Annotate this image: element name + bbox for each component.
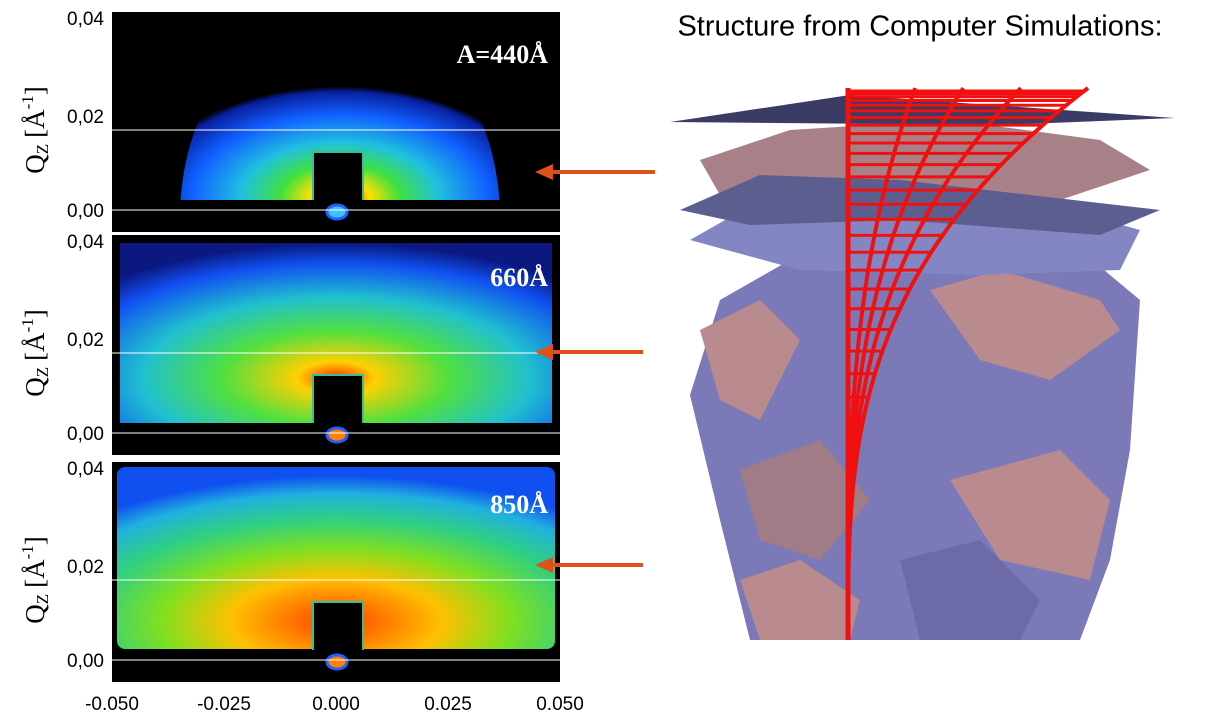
figure: Structure from Computer Simulations: A=4… [0, 0, 1208, 719]
label-part: ] [20, 86, 50, 95]
panel: 660Å 0,04 0,02 0,00 QZ [Å-1] [18, 232, 560, 455]
label-part: -1 [18, 95, 37, 109]
label-part: Z [33, 594, 52, 604]
x-tick-label: 0.000 [312, 694, 360, 715]
panels: A=440Å0,040,020,00QZ[Å-1]660Å0,040,020,0… [18, 9, 584, 715]
beam-spot [327, 205, 347, 219]
y-tick-label: 0,02 [67, 557, 104, 578]
y-tick-label: 0,04 [67, 9, 104, 30]
x-tick-label: 0.050 [536, 694, 584, 715]
y-tick-label: 0,02 [67, 107, 104, 128]
y-axis-label: QZ [Å-1] [18, 86, 52, 174]
beamstop [313, 152, 363, 207]
y-tick-label: 0,00 [67, 651, 104, 672]
y-tick-label: 0,00 [67, 201, 104, 222]
y-tick-label: 0,00 [67, 424, 104, 445]
label-part: ] [20, 309, 50, 318]
panel-annotation: 660Å [490, 263, 548, 292]
y-axis-label: QZ [Å-1] [18, 309, 52, 397]
y-tick-label: 0,04 [67, 232, 104, 253]
label-part: Q [20, 377, 50, 397]
label-part: ] [20, 536, 50, 545]
panel-annotation: A=440Å [457, 40, 549, 69]
beam-spot [327, 655, 347, 669]
label-part: -1 [18, 545, 37, 559]
panel: A=440Å 0,04 0,02 0,00 QZ [Å-1] [18, 9, 560, 232]
label-part: Z [33, 367, 52, 377]
label-part: -1 [18, 318, 37, 332]
beamstop [313, 602, 363, 657]
label-part: Q [20, 154, 50, 174]
label-part: [Å [20, 109, 50, 138]
label-part: Z [33, 144, 52, 154]
y-tick-label: 0,02 [67, 330, 104, 351]
y-axis-label: QZ [Å-1] [18, 536, 52, 624]
title: Structure from Computer Simulations: [677, 11, 1162, 43]
x-tick-label: -0.050 [85, 694, 139, 715]
x-tick-label: -0.025 [197, 694, 251, 715]
panel-annotation: 850Å [490, 490, 548, 519]
beam-spot [327, 428, 347, 442]
label-part: [Å [20, 559, 50, 588]
label-part: [Å [20, 332, 50, 361]
y-tick-label: 0,04 [67, 459, 104, 480]
x-tick-label: 0.025 [424, 694, 472, 715]
panel: 850Å 0,04 0,02 0,00 QZ [Å-1] [18, 459, 560, 682]
beamstop [313, 375, 363, 430]
label-part: Q [20, 604, 50, 624]
